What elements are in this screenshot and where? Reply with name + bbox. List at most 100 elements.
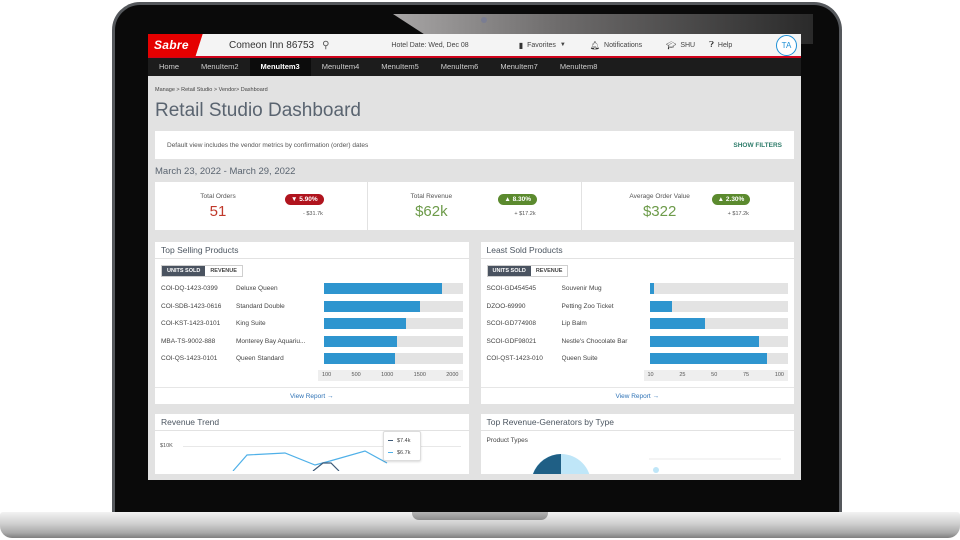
help-label: Help	[717, 41, 733, 49]
kpi-value: 51	[209, 203, 227, 220]
kpi-total-orders: Total Orders 51 ▼ 5.90% - $31.7k	[155, 182, 368, 230]
table-row[interactable]: SCOI-GD774908 Lip Balm	[487, 315, 788, 333]
kpi-average-order-value: Average Order Value $322 ▲ 2.30% + $17.2…	[581, 182, 794, 230]
least-sold-panel: Least Sold Products UNITS SOLD REVENUE S…	[480, 242, 794, 404]
table-row[interactable]: COI-DQ-1423-0399 Deluxe Queen	[161, 280, 463, 298]
table-row[interactable]: COI-QS-1423-0101 Queen Standard	[161, 350, 463, 368]
bar-fill	[649, 335, 759, 347]
main-menu: Home MenuItem2 MenuItem3 MenuItem4 MenuI…	[148, 58, 801, 76]
user-code-label: SHU	[680, 41, 696, 49]
product-name: Queen Standard	[236, 355, 284, 363]
axis-tick: 500	[351, 372, 361, 378]
chevron-down-icon: ▼	[559, 42, 566, 48]
product-name: Petting Zoo Ticket	[561, 302, 614, 310]
view-report-link[interactable]: View Report →	[480, 386, 794, 404]
product-name: Souvenir Mug	[561, 285, 602, 293]
bar-track	[324, 300, 463, 312]
product-id: COI-QS-1423-0101	[161, 355, 218, 363]
favorites-label: Favorites	[527, 41, 556, 49]
bar-fill	[324, 335, 398, 347]
axis-tick: 25	[679, 372, 686, 378]
revenue-trend-chart[interactable]: $10K $7.4k $6.7k	[155, 430, 469, 471]
table-row[interactable]: DZOO-69990 Petting Zoo Ticket	[487, 298, 788, 316]
axis-tick: 75	[742, 372, 750, 378]
bar-track	[649, 335, 788, 347]
bar-fill	[649, 353, 768, 365]
view-report-link[interactable]: View Report →	[155, 386, 469, 404]
metric-toggle: UNITS SOLD REVENUE	[161, 265, 243, 277]
menu-item-2[interactable]: MenuItem2	[201, 62, 239, 71]
table-row[interactable]: COI-SDB-1423-0616 Standard Double	[161, 298, 463, 316]
metric-toggle: UNITS SOLD REVENUE	[486, 265, 569, 277]
kpi-badge-up: ▲ 2.30%	[711, 194, 751, 205]
legend-label: $7.4k	[397, 437, 411, 444]
axis-tick: 100	[774, 372, 784, 378]
units-sold-tab[interactable]: UNITS SOLD	[487, 266, 531, 276]
bar-track	[324, 283, 463, 295]
show-filters-button[interactable]: SHOW FILTERS	[733, 141, 782, 149]
product-name: Deluxe Queen	[236, 285, 278, 293]
table-row[interactable]: SCOI-GD454545 Souvenir Mug	[487, 280, 788, 298]
product-name: Monterey Bay Aquariu...	[236, 337, 306, 345]
table-row[interactable]: MBA-TS-9002-888 Monterey Bay Aquariu...	[161, 333, 463, 351]
menu-item-5[interactable]: MenuItem5	[381, 62, 419, 71]
axis-tick: 10	[647, 372, 654, 378]
kpi-delta: + $17.2k	[727, 211, 749, 217]
sabre-logo[interactable]: Sabre	[148, 34, 203, 57]
revenue-trend-panel: Revenue Trend $10K $7.4k $6.7k	[155, 413, 469, 474]
product-name: Nestle's Chocolate Bar	[561, 337, 628, 345]
notifications-button[interactable]: 🔔︎ Notifications	[590, 41, 642, 50]
product-name: King Suite	[236, 320, 266, 328]
menu-item-7[interactable]: MenuItem7	[500, 62, 538, 71]
menu-item-6[interactable]: MenuItem6	[440, 62, 479, 71]
x-axis: 10 25 50 75 100	[643, 369, 788, 381]
axis-tick: 2000	[446, 372, 459, 378]
product-id: SCOI-GDF98021	[486, 337, 537, 345]
product-id: MBA-TS-9002-888	[161, 337, 216, 345]
user-code-button[interactable]: 🎓︎ SHU	[666, 41, 695, 50]
revenue-tab[interactable]: REVENUE	[205, 266, 242, 276]
avatar[interactable]: TA	[776, 35, 797, 56]
product-id: COI-QST-1423-010	[486, 355, 543, 363]
kpi-delta: + $17.2k	[514, 211, 536, 217]
axis-tick: 1500	[413, 372, 426, 378]
camera-icon	[481, 17, 487, 23]
revenue-tab[interactable]: REVENUE	[530, 266, 568, 276]
x-axis: 100 500 1000 1500 2000	[318, 369, 463, 381]
menu-item-8[interactable]: MenuItem8	[559, 62, 598, 71]
products-row: Top Selling Products UNITS SOLD REVENUE …	[155, 242, 794, 404]
axis-tick: 100	[322, 372, 332, 378]
bar-fill	[649, 318, 705, 330]
menu-item-3[interactable]: MenuItem3	[249, 58, 311, 76]
search-icon[interactable]: ⚲	[322, 39, 330, 51]
favorites-menu[interactable]: ▮ Favorites ▼	[519, 41, 566, 50]
bar-fill	[324, 300, 420, 312]
pie-chart[interactable]	[481, 444, 791, 474]
panel-title: Top Selling Products	[155, 242, 469, 259]
bar-fill	[649, 300, 672, 312]
menu-item-home[interactable]: Home	[159, 62, 180, 71]
help-icon: ❓︎	[709, 40, 714, 49]
product-types-label: Product Types	[486, 436, 528, 444]
table-row[interactable]: SCOI-GDF98021 Nestle's Chocolate Bar	[486, 333, 788, 351]
top-generators-panel: Top Revenue-Generators by Type Product T…	[480, 413, 794, 474]
product-name: Standard Double	[236, 302, 285, 310]
notifications-label: Notifications	[604, 41, 643, 49]
table-row[interactable]: COI-QST-1423-010 Queen Suite	[486, 350, 788, 368]
table-row[interactable]: COI-KST-1423-0101 King Suite	[161, 315, 463, 333]
top-bar: Sabre Comeon Inn 86753 ⚲ Hotel Date: Wed…	[148, 34, 801, 58]
kpi-value: $322	[642, 203, 677, 220]
units-sold-tab[interactable]: UNITS SOLD	[162, 266, 206, 276]
bookmark-icon: ▮	[518, 40, 524, 50]
bar-fill	[324, 353, 395, 365]
bar-track	[324, 353, 463, 365]
bar-track	[324, 335, 463, 347]
hotel-date: Hotel Date: Wed, Dec 08	[391, 41, 469, 49]
help-button[interactable]: ❓︎ Help	[709, 40, 732, 50]
property-name[interactable]: Comeon Inn 86753	[229, 39, 315, 51]
bar-track	[649, 353, 788, 365]
product-name: Lip Balm	[561, 320, 587, 328]
menu-item-4[interactable]: MenuItem4	[321, 62, 360, 71]
breadcrumb[interactable]: Manage > Retail Studio > Vendor> Dashboa…	[155, 87, 268, 93]
kpi-badge-down: ▼ 5.90%	[285, 194, 324, 205]
